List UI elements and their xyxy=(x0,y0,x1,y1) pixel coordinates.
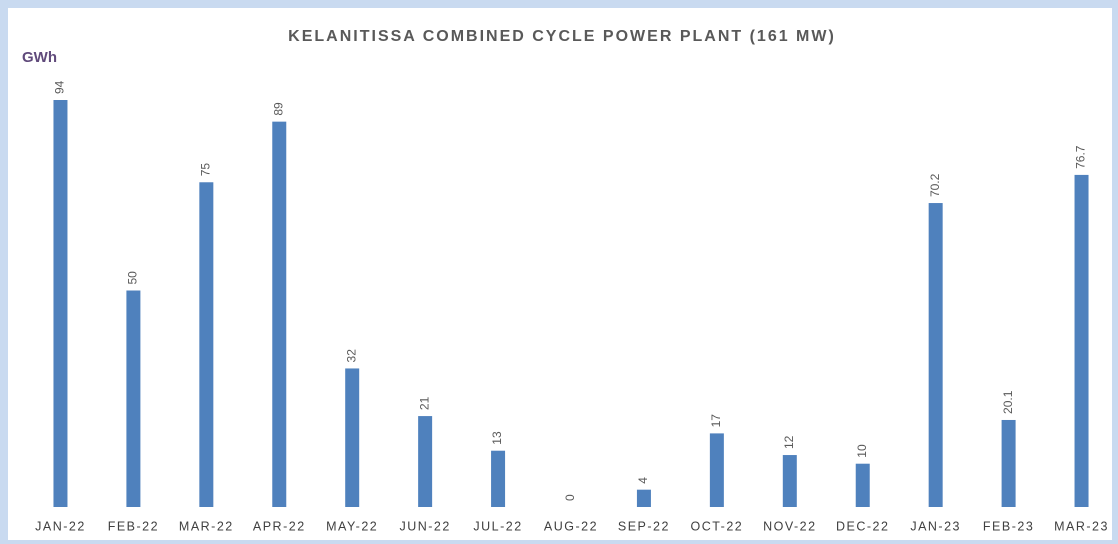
bar xyxy=(709,433,724,507)
chart-area xyxy=(8,8,1112,540)
data-label: 0 xyxy=(563,494,577,501)
chart-title: KELANITISSA COMBINED CYCLE POWER PLANT (… xyxy=(288,28,836,45)
bar xyxy=(53,100,68,507)
bar xyxy=(1074,174,1089,507)
data-label: 4 xyxy=(636,477,650,484)
y-axis-label: GWh xyxy=(22,49,57,66)
x-tick-label: JAN-22 xyxy=(35,519,86,533)
x-tick-label: FEB-22 xyxy=(108,519,159,533)
x-tick-label: SEP-22 xyxy=(618,519,670,533)
bar xyxy=(126,290,141,507)
data-label: 89 xyxy=(271,102,285,116)
data-label: 75 xyxy=(199,163,213,177)
bar xyxy=(199,182,214,507)
x-tick-label: FEB-23 xyxy=(983,519,1034,533)
data-label: 20.1 xyxy=(1001,390,1015,414)
x-tick-label: OCT-22 xyxy=(690,519,743,533)
data-label: 12 xyxy=(782,435,796,449)
x-tick-label: JUL-22 xyxy=(473,519,522,533)
x-tick-label: MAR-23 xyxy=(1054,519,1109,533)
x-tick-label: NOV-22 xyxy=(763,519,816,533)
data-label: 21 xyxy=(417,396,431,410)
x-tick-label: MAY-22 xyxy=(326,519,378,533)
bar xyxy=(782,455,797,507)
bar xyxy=(491,450,506,507)
bar xyxy=(272,121,287,508)
bar xyxy=(345,368,360,507)
data-label: 94 xyxy=(53,80,67,94)
x-tick-label: JAN-23 xyxy=(910,519,961,533)
x-tick-label: AUG-22 xyxy=(544,519,598,533)
data-label: 70.2 xyxy=(928,173,942,197)
x-tick-label: DEC-22 xyxy=(836,519,889,533)
data-label: 50 xyxy=(126,271,140,285)
bar xyxy=(636,489,651,507)
data-label: 13 xyxy=(490,431,504,445)
data-label: 17 xyxy=(709,414,723,428)
bar xyxy=(928,203,943,507)
data-label: 10 xyxy=(855,444,869,458)
x-tick-label: JUN-22 xyxy=(399,519,450,533)
x-tick-label: MAR-22 xyxy=(179,519,234,533)
bar xyxy=(1001,419,1016,507)
bar xyxy=(855,463,870,507)
bar xyxy=(418,416,433,507)
data-label: 32 xyxy=(344,349,358,363)
x-tick-label: APR-22 xyxy=(253,519,306,533)
data-label: 76.7 xyxy=(1074,145,1088,169)
